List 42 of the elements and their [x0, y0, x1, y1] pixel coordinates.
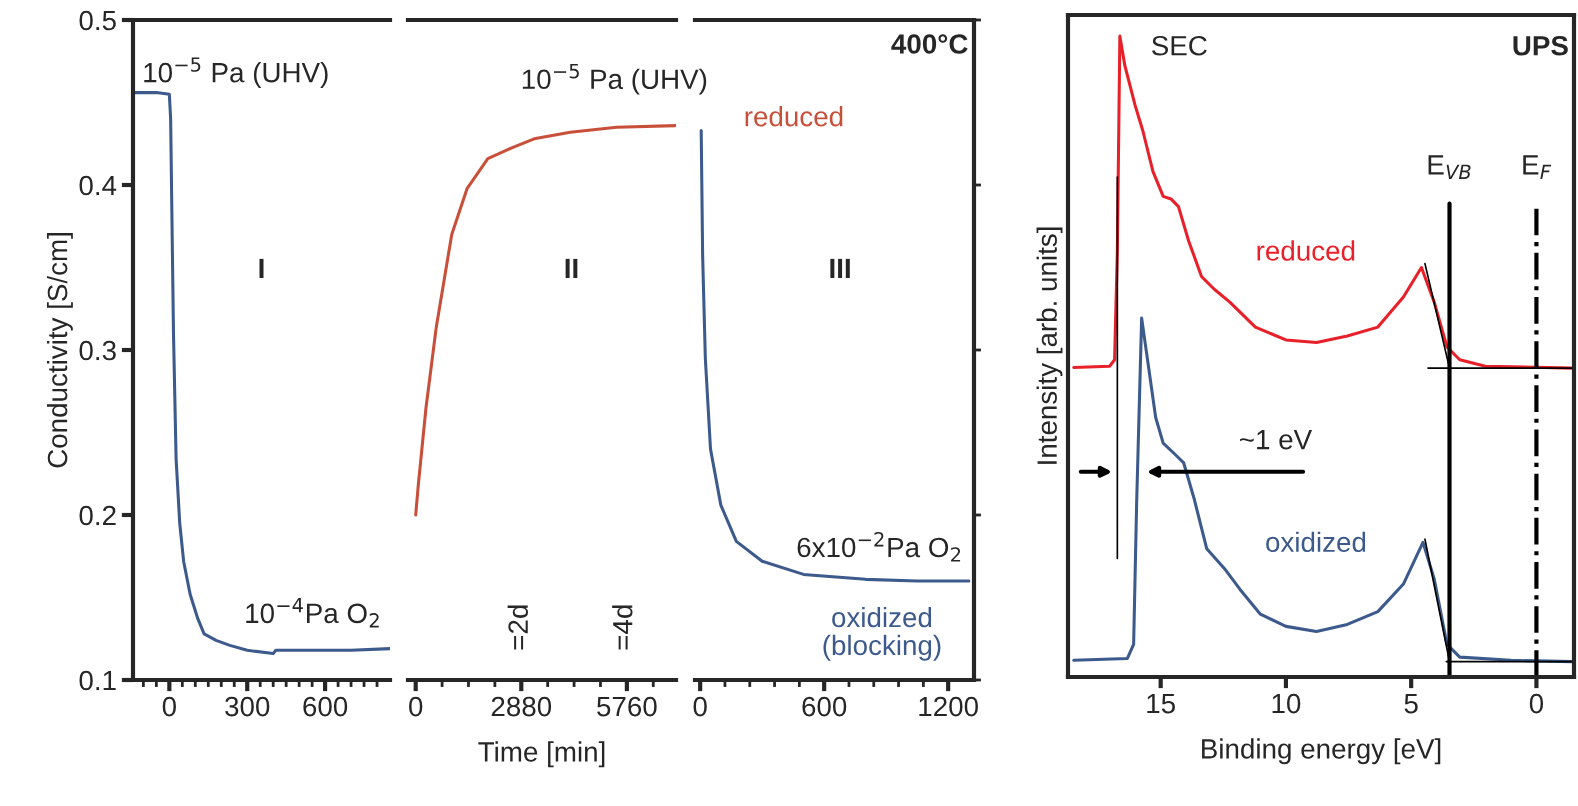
y-tick-label: 0.5	[79, 10, 116, 31]
x-tick-label: 1200	[919, 696, 978, 717]
annotation: II	[565, 258, 578, 278]
annotation: =2d	[507, 605, 529, 650]
x-tick-label: 10	[1272, 693, 1301, 714]
annotation: 10$^{−4}$Pa O$_{2}$	[246, 598, 379, 628]
y-tick-label: 0.4	[79, 175, 117, 196]
x-tick-label: 15	[1147, 693, 1175, 714]
ref-line-label: E$_{F}$	[1523, 155, 1552, 179]
annotation: 10$^{−5}$ Pa (UHV)	[144, 57, 328, 88]
annotation: =4d	[612, 605, 633, 650]
y-tick-label: 0.2	[79, 505, 116, 526]
annotation: 6x10$^{−2}$Pa O$_{2}$	[797, 531, 961, 562]
line-series	[133, 91, 390, 656]
x-axis-title: Time [min]	[478, 741, 605, 768]
x-tick-label: 2880	[491, 696, 552, 717]
x-tick-label: 600	[802, 696, 847, 717]
annotation: SEC	[1152, 35, 1207, 56]
annotation: 400°C	[891, 34, 968, 54]
y-tick-label: 0.3	[79, 340, 116, 361]
series-label: oxidized (blocking)	[823, 606, 941, 661]
annotation: 10$^{−5}$ Pa (UHV)	[522, 63, 707, 95]
annotation: I	[259, 258, 264, 278]
x-tick-label: 5760	[597, 696, 657, 717]
x-tick-label: 0	[409, 696, 423, 717]
ref-line-label: E$_{VB}$	[1428, 155, 1471, 179]
y-tick-label: 0.1	[79, 670, 116, 691]
annotation: ~1 eV	[1240, 430, 1313, 450]
y-axis-title: Conductivity [S/cm]	[46, 233, 73, 468]
series-label: reduced	[1257, 240, 1355, 261]
x-tick-label: 5	[1404, 693, 1418, 714]
x-tick-label: 300	[225, 696, 270, 717]
annotation: III	[830, 258, 850, 278]
y-axis-title: Intensity [arb. units]	[1036, 227, 1063, 464]
x-tick-label: 0	[693, 696, 707, 717]
x-tick-label: 0	[162, 696, 176, 717]
x-tick-label: 0	[1529, 693, 1544, 714]
text: reduced	[745, 106, 843, 127]
series-label: oxidized	[1266, 531, 1366, 553]
x-tick-label: 600	[303, 696, 348, 717]
x-axis-title: Binding energy [eV]	[1202, 738, 1441, 765]
annotation: UPS	[1513, 35, 1568, 56]
